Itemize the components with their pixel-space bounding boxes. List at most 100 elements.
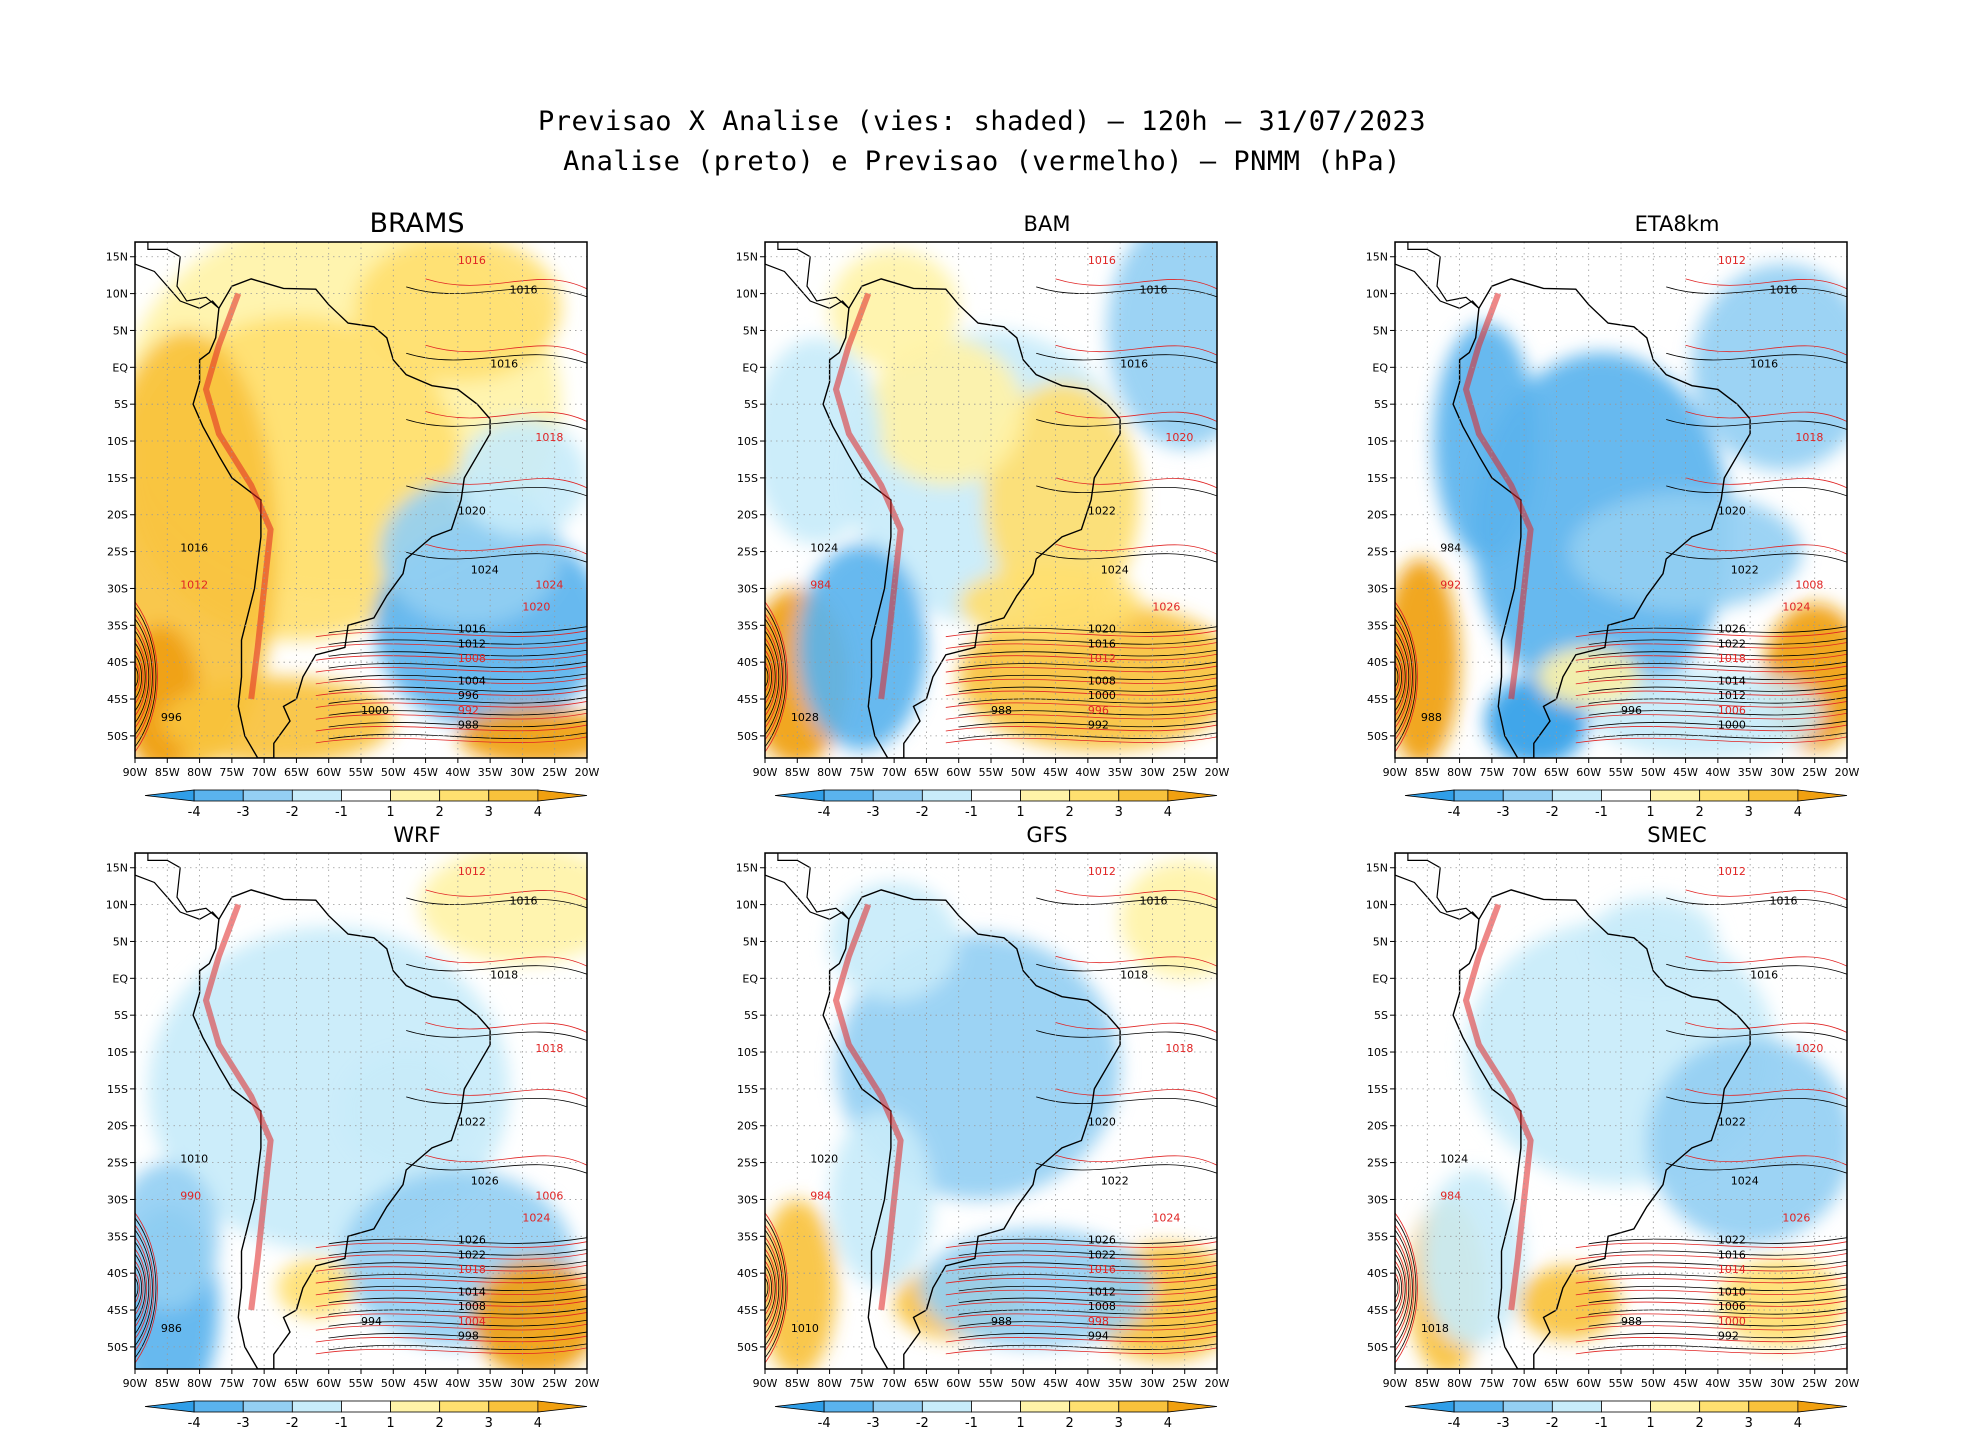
colorbar-swatch [291,1400,342,1413]
lat-tick-label: 20S [737,1120,758,1133]
isobar-label: 1020 [1165,431,1193,444]
colorbar-swatch [390,1400,441,1413]
isobar-label: 1012 [1088,1285,1116,1298]
lat-tick-label: 45S [737,1304,758,1317]
lat-tick-label: 10N [106,899,128,912]
map-svg: 1012101610181018102210261024102610221018… [106,852,600,1431]
isobar-label: 1024 [1440,1153,1468,1166]
coastline-central-america [1395,242,1480,309]
isobar-label: 1000 [1718,1315,1746,1328]
andes-contours [1462,903,1534,1311]
lon-tick-label: 60W [946,1377,971,1390]
isobar-label: 1012 [1088,652,1116,665]
isobars [135,278,587,753]
isobar-label: 1016 [180,542,208,555]
colorbar-swatch [488,1400,539,1413]
lon-tick-label: 75W [219,766,244,779]
map-panel-gfs: GFS 1012 1016 1018 1018 1020 1022 1024 1026 1022 1… [736,823,1357,1433]
lat-tick-label: 5S [114,398,128,411]
colorbar-label: -2 [1546,1416,1559,1431]
lon-tick-label: 40W [445,766,470,779]
isobar-label: 1014 [458,1285,486,1298]
isobar-label: 1024 [1152,1212,1180,1225]
colorbar-swatch [1020,1400,1071,1413]
isobar-label: 1022 [1718,1116,1746,1129]
isobar-label: 1012 [1718,689,1746,702]
isobar-label: 994 [361,1315,382,1328]
lon-tick-label: 60W [1576,766,1601,779]
bias-shading: 1012101610181018102210261024102610221018… [135,853,587,1369]
colorbar-swatch [1020,789,1071,802]
lat-tick-label: 10S [737,435,758,448]
isobar-label: 1016 [1088,637,1116,650]
isobar-label: 1008 [458,652,486,665]
lon-tick-label: 20W [575,766,600,779]
isobar-label: 1026 [458,1234,486,1247]
isobar-label: 1016 [1140,284,1168,297]
colorbar-swatch [1502,789,1553,802]
lat-tick-label: 45S [1367,1304,1388,1317]
isobar-label: 1024 [535,578,563,591]
isobar-label: 1016 [458,254,486,267]
lat-tick-label: 35S [107,619,128,632]
lon-tick-label: 85W [785,1377,810,1390]
colorbar-label: 1 [386,1416,394,1431]
lon-tick-label: 50W [1011,1377,1036,1390]
lon-tick-label: 30W [1140,766,1165,779]
colorbar-swatch [1404,1400,1455,1413]
isobar-label: 1008 [1088,1300,1116,1313]
isobar-label: 1016 [1718,1248,1746,1261]
isobar-label: 996 [161,711,182,724]
lat-tick-label: 5N [1373,324,1388,337]
isobar-label: 1022 [1088,505,1116,518]
colorbar-swatch [537,789,588,802]
colorbar-label: -4 [1448,805,1461,820]
lon-tick-label: 20W [575,1377,600,1390]
lat-tick-label: 45S [737,693,758,706]
colorbar-label: 4 [1164,1416,1172,1431]
lon-tick-label: 65W [284,766,309,779]
isobar-label: 1020 [522,601,550,614]
isobar-label: 1014 [1718,674,1746,687]
lat-tick-label: EQ [742,972,758,985]
isobar-label: 988 [1421,711,1442,724]
coastline-central-america [765,853,850,920]
lat-tick-label: 15N [106,862,128,875]
isobar-label: 1018 [490,968,518,981]
graticule [765,242,1217,758]
colorbar-swatch [1167,1400,1218,1413]
isobar-label: 984 [810,578,831,591]
isobar-label: 1018 [535,1042,563,1055]
lon-tick-label: 20W [1835,766,1860,779]
lon-tick-label: 35W [1108,1377,1133,1390]
isobar-label: 1010 [1718,1285,1746,1298]
lat-tick-label: 20S [1367,1120,1388,1133]
lat-tick-label: 30S [107,582,128,595]
lon-tick-label: 40W [1075,1377,1100,1390]
isobar-label: 1020 [1795,1042,1823,1055]
colorbar-label: -3 [1497,805,1510,820]
lat-tick-label: 10N [106,288,128,301]
lat-tick-label: 15S [1367,1083,1388,1096]
lat-tick-label: 40S [1367,1267,1388,1280]
isobar-label: 1024 [471,564,499,577]
lon-tick-label: 30W [510,766,535,779]
lat-tick-label: 15S [737,1083,758,1096]
isobar-label: 988 [1621,1315,1642,1328]
panel-title: GFS [1026,823,1068,847]
lon-tick-label: 55W [979,1377,1004,1390]
panel-title: BAM [1023,212,1071,236]
lon-tick-label: 80W [1447,766,1472,779]
colorbar-label: 4 [1794,1416,1802,1431]
colorbar-label: -4 [188,1416,201,1431]
graticule [765,853,1217,1369]
colorbar-label: 1 [1016,1416,1024,1431]
lon-tick-label: 50W [381,1377,406,1390]
lat-tick-label: 50S [1367,730,1388,743]
isobar-label: 1022 [1088,1248,1116,1261]
isobar-label: 1026 [1152,601,1180,614]
colorbar-swatch [1797,1400,1848,1413]
colorbar-swatch [872,789,923,802]
isobar-label: 994 [1088,1330,1109,1343]
coastline-south-america [192,889,491,1369]
